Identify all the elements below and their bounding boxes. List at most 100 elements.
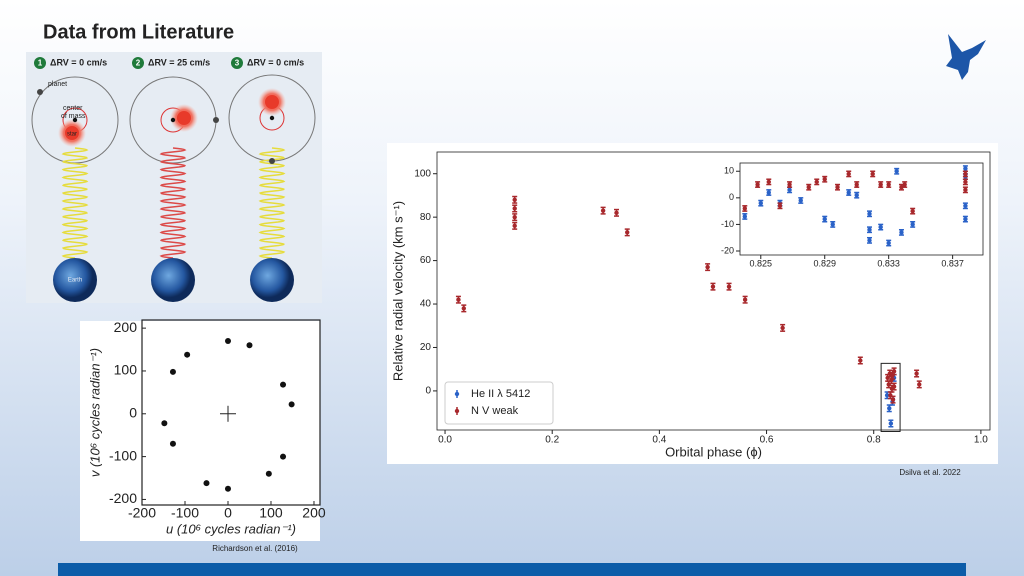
error-point: [962, 215, 968, 223]
marker: [456, 297, 461, 302]
marker: [814, 179, 819, 185]
x-tick-label: 0.833: [877, 258, 900, 268]
center-of-mass: [170, 117, 176, 123]
point: [280, 381, 287, 388]
marker: [963, 216, 968, 222]
marker: [963, 179, 968, 185]
marker: [512, 223, 517, 229]
error-point: [894, 167, 900, 175]
star-label: star: [67, 132, 77, 138]
marker: [963, 203, 968, 209]
error-point: [600, 206, 606, 215]
x-axis-label: Orbital phase (ϕ): [665, 444, 762, 459]
marker: [710, 284, 716, 289]
center-label: center: [63, 105, 83, 112]
step-badge: [34, 57, 46, 69]
x-tick-label: 0: [224, 505, 232, 521]
error-point: [512, 213, 518, 222]
error-point: [962, 178, 968, 186]
marker: [887, 406, 892, 411]
marker: [891, 369, 897, 374]
x-tick-label: 0.8: [867, 435, 881, 446]
caption: Richardson et al. (2016): [212, 544, 298, 553]
center-label: of mass: [61, 113, 86, 120]
point: [224, 485, 231, 492]
chart-panel: [80, 321, 320, 541]
rv-diagram: 1 ΔRV = 0 cm/s 2 ΔRV = 25 cm/s 3 ΔRV = 0 cm/s…: [26, 52, 322, 303]
error-point: [886, 239, 892, 247]
planet: [269, 158, 275, 164]
logo: [946, 34, 986, 80]
error-point: [742, 295, 748, 304]
marker: [512, 197, 517, 202]
error-point: [755, 181, 761, 188]
marker: [846, 171, 851, 177]
marker: [846, 190, 851, 195]
step-number: 2: [136, 59, 141, 68]
error-point: [798, 197, 804, 204]
error-point: [962, 186, 968, 194]
error-point: [512, 204, 518, 213]
marker: [787, 182, 792, 187]
point: [203, 480, 210, 487]
marker: [914, 371, 919, 376]
marker: [777, 203, 783, 209]
x-tick-label: 200: [302, 505, 326, 521]
error-point: [866, 236, 872, 244]
marker: [878, 182, 883, 187]
marker: [614, 210, 619, 216]
marker: [766, 179, 771, 185]
step-badge: [231, 57, 243, 69]
footer-bar: [58, 563, 966, 576]
marker: [830, 222, 835, 227]
point: [280, 453, 287, 460]
marker: [910, 208, 915, 214]
y-tick-label: -10: [721, 219, 734, 229]
plot-frame: [436, 151, 991, 431]
marker: [742, 297, 748, 302]
error-point: [806, 183, 812, 191]
error-point: [866, 226, 872, 234]
point: [169, 440, 176, 447]
marker: [806, 184, 811, 190]
error-point: [854, 181, 860, 188]
point: [184, 351, 191, 358]
step-number: 3: [235, 59, 240, 68]
error-point: [854, 191, 860, 199]
y-axis-label: Relative radial velocity (km s⁻¹): [390, 201, 405, 381]
error-point: [777, 202, 783, 210]
legend-swatch: [454, 408, 460, 414]
error-point: [742, 205, 748, 212]
marker: [888, 421, 894, 426]
planet: [37, 89, 43, 95]
point: [161, 420, 168, 427]
error-point: [766, 189, 772, 196]
marker: [835, 184, 840, 190]
error-point: [780, 323, 786, 332]
error-point: [914, 369, 920, 378]
error-point: [822, 175, 828, 183]
step-label: ΔRV = 0 cm/s: [50, 57, 107, 67]
marker: [886, 182, 891, 187]
point: [169, 368, 176, 375]
marker: [963, 166, 968, 171]
x-tick-label: 0.2: [545, 435, 559, 446]
error-point: [962, 170, 968, 178]
marker: [742, 214, 747, 219]
center-of-mass: [269, 115, 275, 121]
chart: 0.825 0.829 0.833 0.837 -20 -10 0 10: [721, 162, 984, 268]
step-label: ΔRV = 0 cm/s: [247, 57, 304, 67]
x-tick-label: 0.0: [438, 435, 452, 446]
marker: [867, 227, 872, 232]
star: [265, 95, 279, 109]
marker: [963, 187, 968, 193]
point: [246, 342, 253, 349]
x-tick-label: 0.837: [941, 258, 964, 268]
error-point: [898, 228, 904, 236]
y-tick-label: 80: [420, 212, 432, 223]
x-tick-label: -100: [171, 505, 199, 521]
x-tick-label: 0.825: [750, 258, 773, 268]
star: [65, 126, 79, 140]
error-point: [878, 181, 884, 188]
